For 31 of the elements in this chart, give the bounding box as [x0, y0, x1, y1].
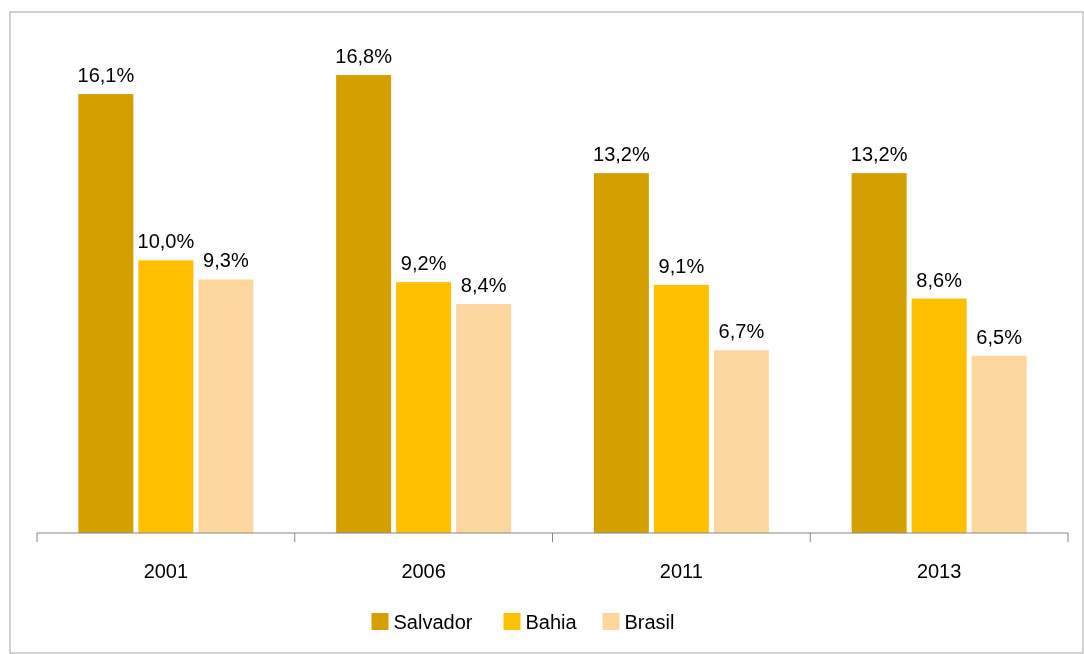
bar: [713, 350, 769, 533]
bar: [138, 260, 194, 533]
data-label: 6,7%: [718, 320, 765, 343]
bar: [336, 74, 392, 533]
bar: [851, 173, 907, 533]
data-label: 9,2%: [400, 252, 447, 275]
legend-label: Salvador: [393, 611, 473, 633]
bar: [593, 173, 649, 533]
data-label: 16,1%: [77, 64, 135, 87]
bar: [78, 94, 134, 533]
bar: [971, 355, 1027, 533]
data-label: 16,8%: [335, 44, 393, 67]
data-label: 6,5%: [976, 325, 1023, 348]
data-label: 10,0%: [137, 230, 195, 253]
data-label: 9,1%: [658, 254, 705, 277]
bar: [653, 284, 709, 533]
data-label: 8,4%: [460, 273, 507, 296]
data-label: 8,6%: [916, 268, 963, 291]
bar: [456, 303, 512, 533]
bar: [911, 298, 967, 533]
x-tick-label: 2006: [401, 560, 446, 582]
legend-label: Brasil: [624, 611, 675, 633]
bar: [198, 279, 254, 533]
data-label: 9,3%: [203, 249, 249, 272]
x-tick-label: 2013: [916, 560, 962, 582]
x-tick-label: 2011: [659, 560, 703, 582]
x-tick-label: 2001: [143, 560, 189, 582]
bar: [396, 282, 452, 533]
data-label: 13,2%: [850, 143, 908, 166]
data-label: 13,2%: [593, 143, 650, 166]
legend-label: Bahia: [525, 611, 578, 633]
